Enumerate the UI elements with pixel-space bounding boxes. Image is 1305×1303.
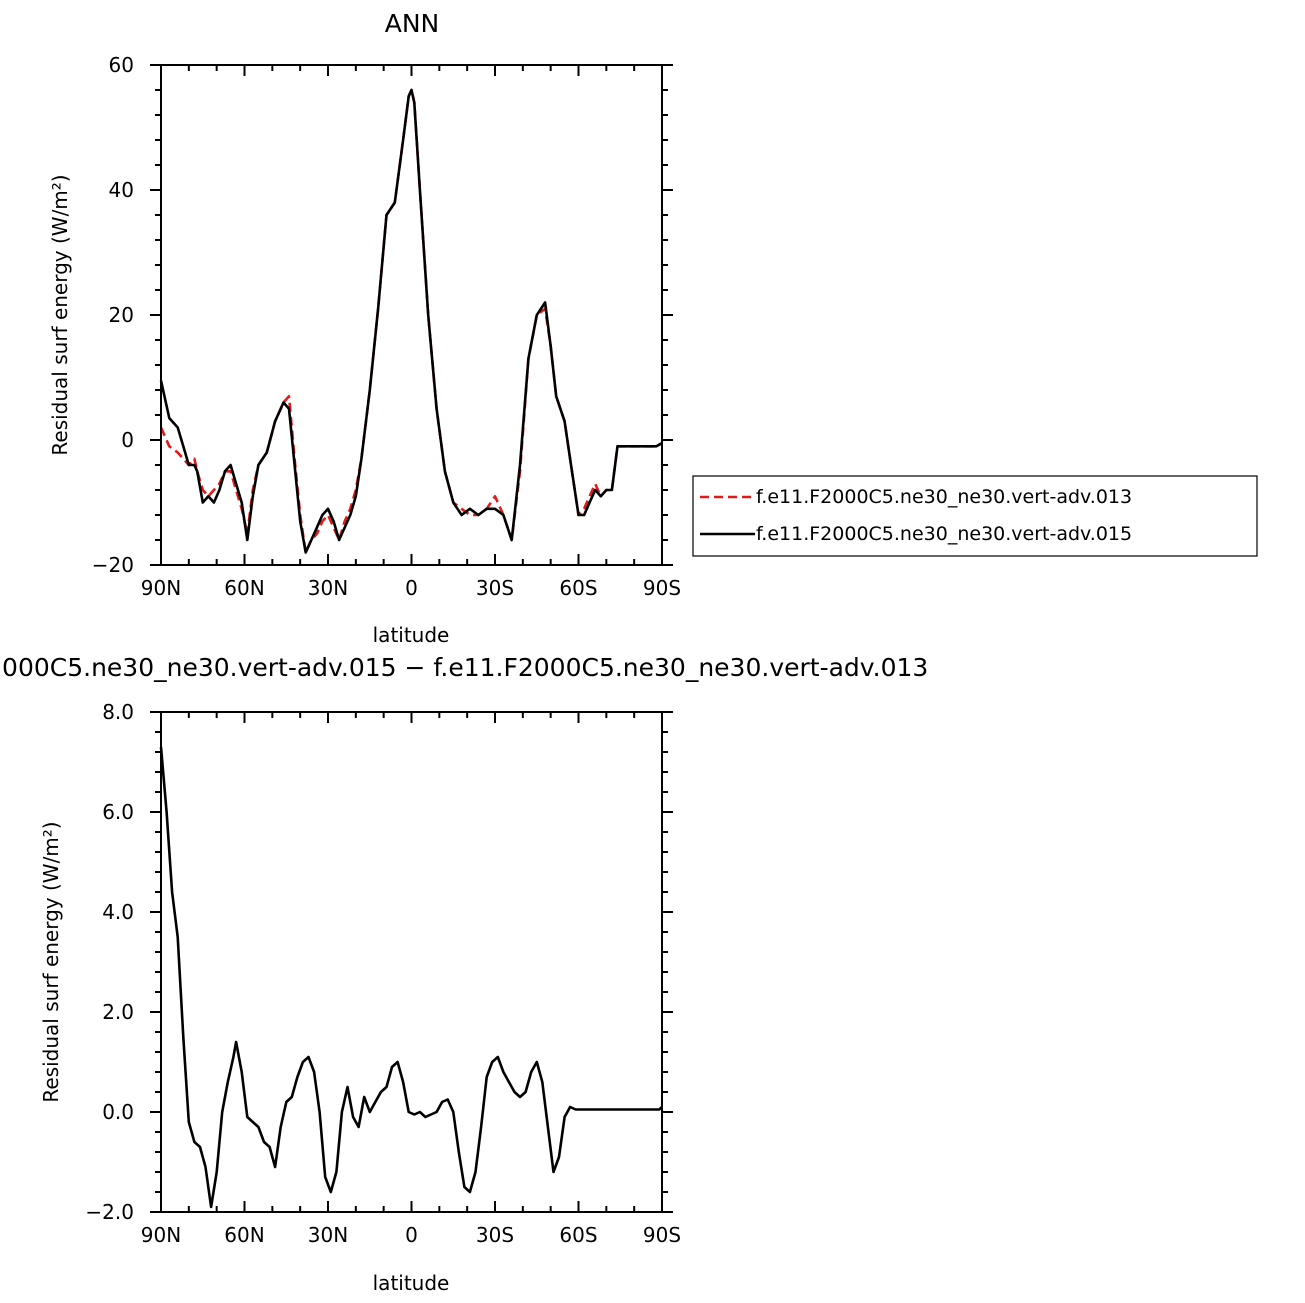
chart1-x-tick-label: 30N <box>308 1223 348 1247</box>
chart0-y-tick-label: 0 <box>121 428 134 452</box>
top-y-axis-label: Residual surf energy (W/m²) <box>48 174 72 455</box>
chart0-y-tick-label: 40 <box>109 178 134 202</box>
bottom-chart-title: f.e11.F2000C5.ne30_ne30.vert-adv.015 − f… <box>0 653 928 682</box>
chart1-y-tick-label: 8.0 <box>102 700 134 724</box>
bottom-x-axis-label: latitude <box>373 1271 450 1295</box>
chart1-y-tick-label: 0.0 <box>102 1100 134 1124</box>
chart1-x-tick-label: 30S <box>476 1223 514 1247</box>
chart1-x-tick-label: 60S <box>559 1223 597 1247</box>
top-x-axis-label: latitude <box>373 623 450 647</box>
chart0-x-tick-label: 60S <box>559 576 597 600</box>
chart0-x-tick-label: 30S <box>476 576 514 600</box>
chart1-x-tick-label: 90N <box>141 1223 181 1247</box>
chart0-x-tick-label: 0 <box>405 576 418 600</box>
chart1-x-tick-label: 0 <box>405 1223 418 1247</box>
chart0-x-tick-label: 30N <box>308 576 348 600</box>
chart1-y-tick-label: 6.0 <box>102 800 134 824</box>
chart1-series-line-0 <box>159 746 663 1209</box>
legend-label-015: f.e11.F2000C5.ne30_ne30.vert-adv.015 <box>756 523 1132 545</box>
bottom-plot-area: 90N 60N 30N 0 30S 60S 90S −2.0 0.0 2.0 4.0 6.0 8.0 <box>85 700 681 1247</box>
bottom-panel: f.e11.F2000C5.ne30_ne30.vert-adv.015 − f… <box>0 653 928 1295</box>
top-plot-area: 90N 60N 30N 0 30S 60S 90S −20 0 20 40 60 <box>92 53 681 600</box>
chart0-series-line-0 <box>159 88 663 554</box>
chart1-y-tick-label: 2.0 <box>102 1000 134 1024</box>
legend-label-013: f.e11.F2000C5.ne30_ne30.vert-adv.013 <box>756 486 1132 508</box>
chart0-y-tick-label: 60 <box>109 53 134 77</box>
chart0-plot-frame <box>160 64 663 566</box>
chart0-series-line-1 <box>159 88 663 554</box>
legend-box <box>692 475 1258 557</box>
chart0-x-tick-label: 60N <box>224 576 264 600</box>
top-panel: ANN 90N 60N 30N 0 30S 60S 90S −20 0 20 40 60 latitu… <box>48 9 681 647</box>
chart1-y-tick-label: 4.0 <box>102 900 134 924</box>
chart0-x-tick-label: 90N <box>141 576 181 600</box>
chart1-plot-frame <box>160 711 663 1213</box>
chart1-y-tick-label: −2.0 <box>85 1200 134 1224</box>
chart0-y-tick-label: −20 <box>92 553 134 577</box>
top-chart-title: ANN <box>385 9 440 38</box>
legend: f.e11.F2000C5.ne30_ne30.vert-adv.013 f.e… <box>692 475 1258 557</box>
chart1-x-tick-label: 90S <box>643 1223 681 1247</box>
chart0-x-tick-label: 90S <box>643 576 681 600</box>
chart0-y-tick-label: 20 <box>109 303 134 327</box>
chart1-x-tick-label: 60N <box>224 1223 264 1247</box>
bottom-y-axis-label: Residual surf energy (W/m²) <box>39 821 63 1102</box>
